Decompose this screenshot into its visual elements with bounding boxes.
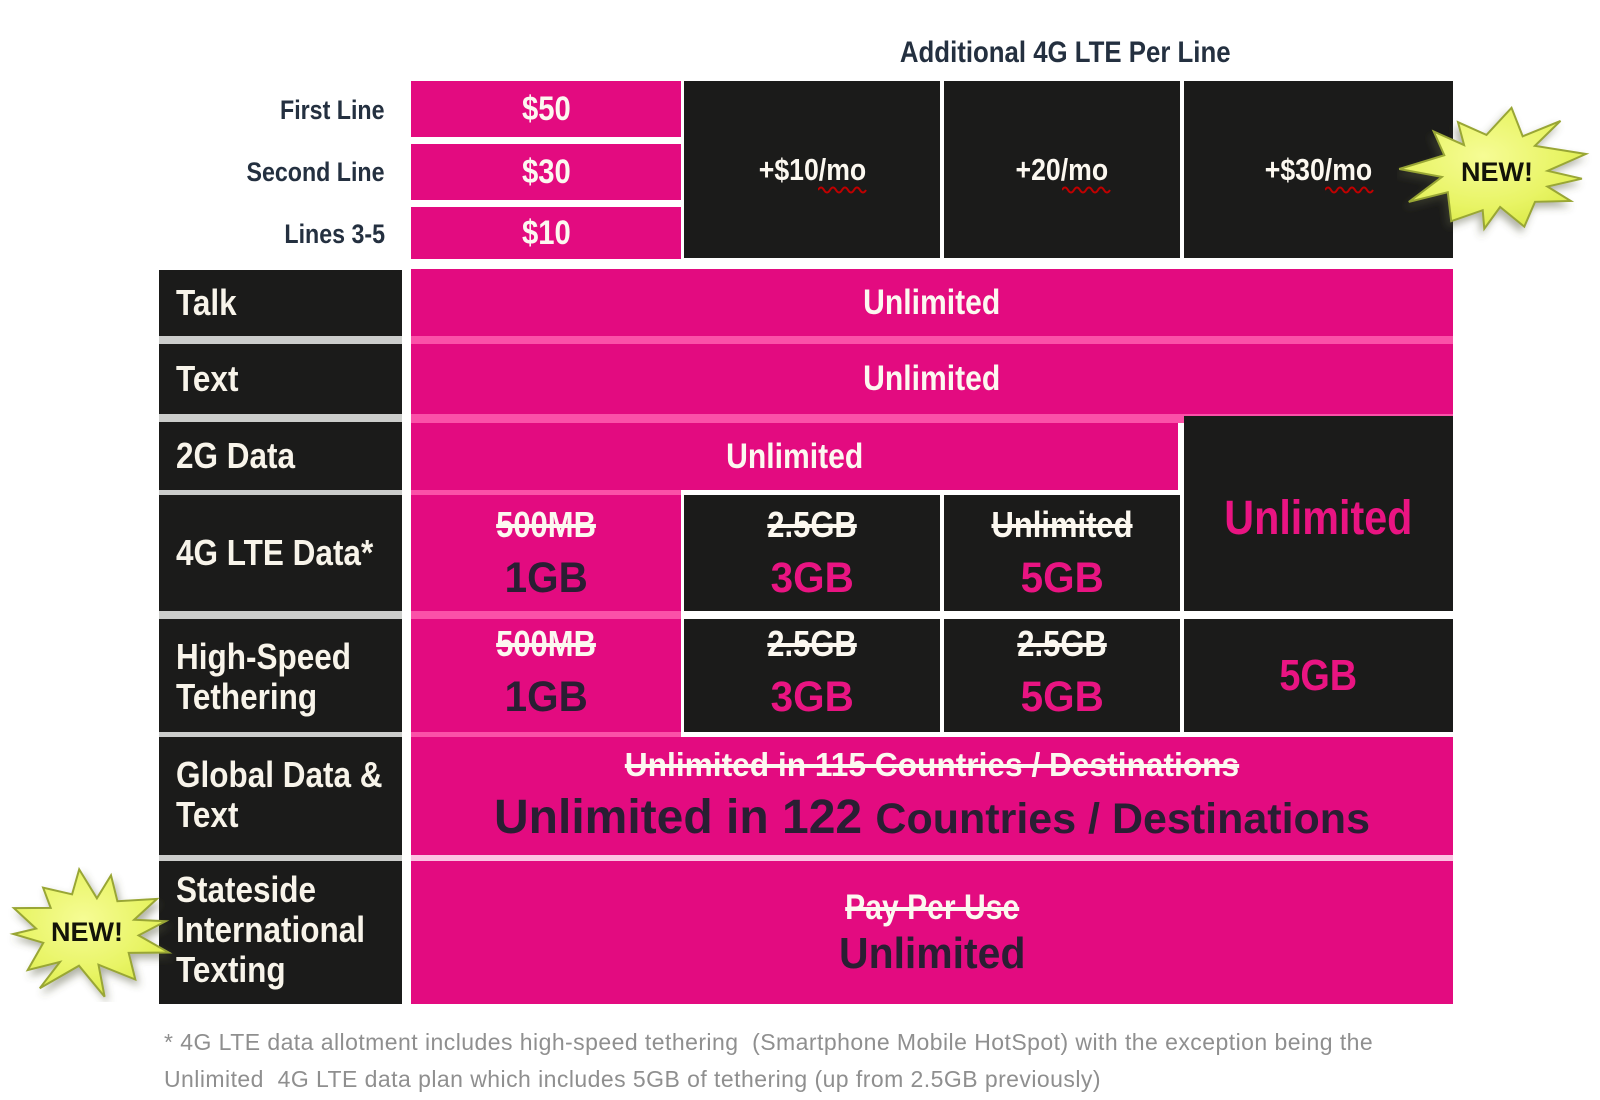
svg-text:NEW!: NEW! (51, 917, 123, 947)
svg-text:NEW!: NEW! (1461, 157, 1533, 187)
